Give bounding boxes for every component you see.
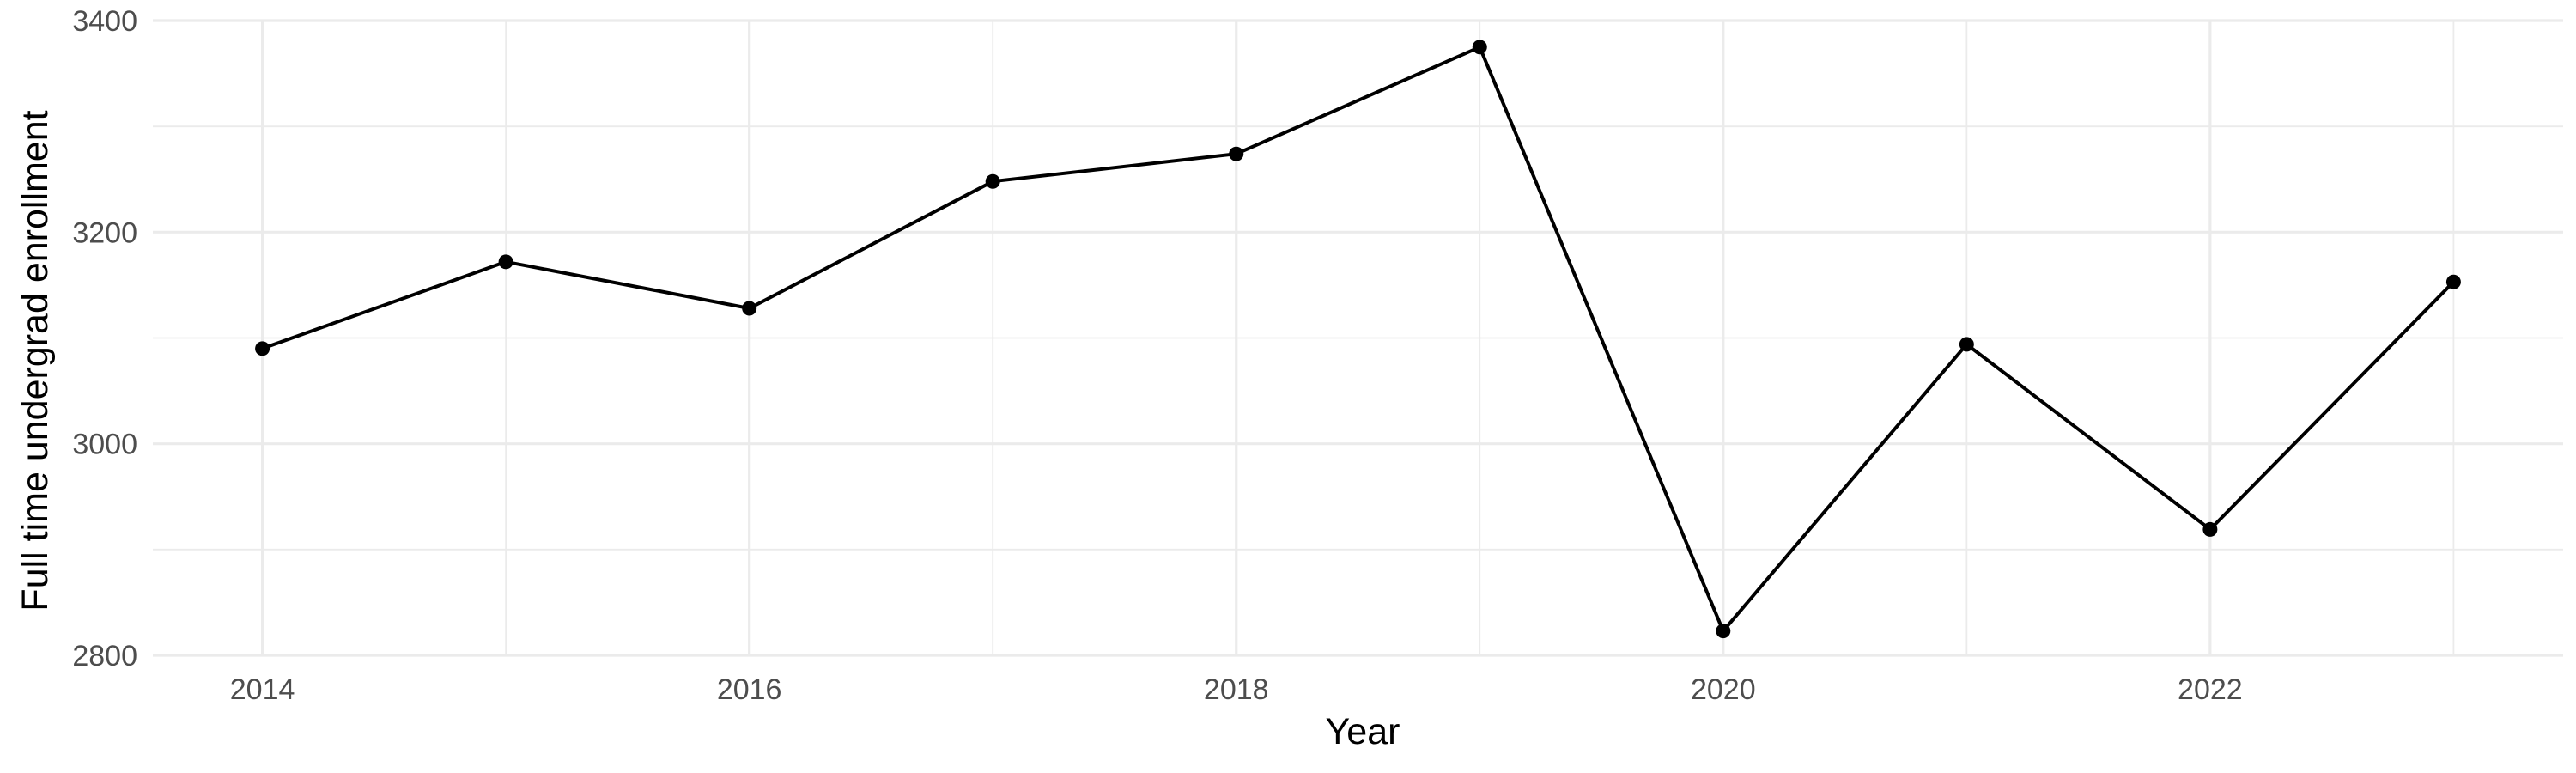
data-point xyxy=(2202,521,2218,537)
data-point xyxy=(1716,624,1731,639)
x-axis-title: Year xyxy=(1326,711,1400,752)
point-layer xyxy=(255,40,2461,639)
data-point xyxy=(255,341,270,356)
y-axis-tick-labels: 2800 3000 3200 3400 xyxy=(72,5,137,673)
x-tick-label: 2022 xyxy=(2178,673,2243,706)
y-tick-label: 3400 xyxy=(72,5,137,38)
y-tick-label: 2800 xyxy=(72,640,137,673)
y-axis-title: Full time undergrad enrollment xyxy=(15,110,56,611)
x-axis-tick-labels: 2014 2016 2018 2020 2022 xyxy=(230,673,2243,706)
data-point xyxy=(985,173,1000,189)
data-point xyxy=(1229,146,1244,161)
data-point xyxy=(498,254,513,270)
y-tick-label: 3000 xyxy=(72,429,137,461)
x-tick-label: 2016 xyxy=(717,673,782,706)
series-line xyxy=(260,45,2456,633)
data-point xyxy=(742,301,757,316)
data-point xyxy=(2445,274,2461,289)
series-layer xyxy=(260,45,2456,633)
x-tick-label: 2018 xyxy=(1204,673,1269,706)
x-tick-label: 2020 xyxy=(1691,673,1756,706)
grid-layer xyxy=(153,19,2563,657)
x-tick-label: 2014 xyxy=(230,673,295,706)
y-tick-label: 3200 xyxy=(72,216,137,249)
data-point xyxy=(1472,40,1487,55)
data-point xyxy=(1959,337,1974,352)
